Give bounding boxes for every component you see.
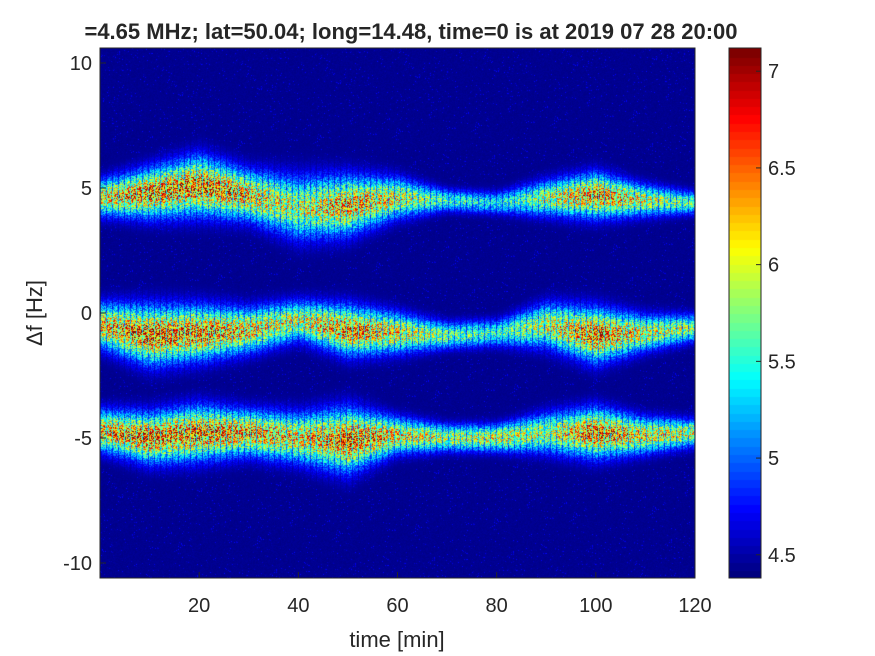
colorbar-ticks: 4.5 5 5.5 6 6.5 7 [756,61,796,567]
colorbar-tick-label: 6 [768,255,779,277]
colorbar-tick-label: 6.5 [768,158,796,180]
y-tick-label: 10 [70,53,92,75]
x-tick-label: 20 [188,595,210,617]
y-tick-label: 5 [81,178,92,200]
plot-area [99,47,696,579]
y-axis-ticks: -10 -5 0 5 10 [63,53,106,575]
x-tick-label: 100 [579,595,612,617]
y-tick-label: -10 [63,553,92,575]
x-axis-ticks: 20 40 60 80 100 120 [188,572,712,617]
x-tick-label: 80 [486,595,508,617]
heatmap-canvas [100,48,695,578]
colorbar-tick-label: 4.5 [768,545,796,567]
chart-title: =4.65 MHz; lat=50.04; long=14.48, time=0… [84,19,737,44]
x-tick-label: 40 [287,595,309,617]
y-tick-label: -5 [74,428,92,450]
colorbar-tick-label: 5 [768,448,779,470]
x-axis-label: time [min] [349,627,444,652]
colorbar-frame [728,47,762,579]
y-axis-label: Δf [Hz] [22,280,47,346]
x-tick-label: 60 [386,595,408,617]
y-tick-label: 0 [81,303,92,325]
x-tick-label: 120 [678,595,711,617]
colorbar-tick-label: 7 [768,61,779,83]
colorbar: 4.5 5 5.5 6 6.5 7 [728,47,796,579]
colorbar-tick-label: 5.5 [768,351,796,373]
colorbar-gradient [729,48,761,578]
